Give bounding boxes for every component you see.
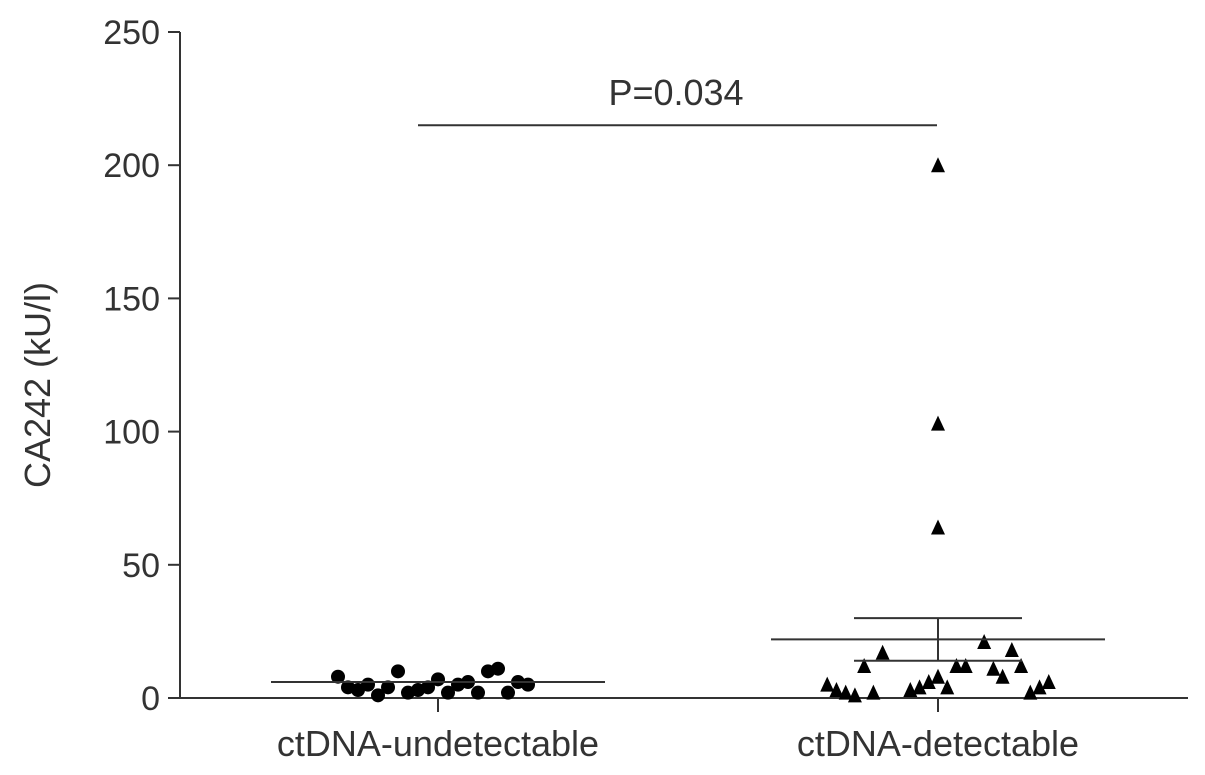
data-point-triangle (931, 157, 945, 173)
summary-bars (271, 617, 1105, 684)
y-tick-label: 50 (122, 547, 160, 585)
data-point-circle (491, 661, 505, 676)
data-point-triangle (931, 415, 945, 431)
data-point-triangle (940, 679, 955, 695)
data-point-triangle (829, 682, 844, 698)
data-point-triangle (1014, 658, 1029, 674)
data-point-triangle (857, 658, 872, 674)
y-ticks: 0 50 100 150 200 250 (103, 14, 180, 718)
data-point-triangle (1032, 679, 1047, 695)
x-category-label: ctDNA-detectable (797, 723, 1079, 764)
data-point-circle (341, 680, 355, 695)
axes (179, 32, 1188, 699)
data-point-triangle (912, 679, 927, 695)
data-point-circle (441, 685, 455, 700)
data-point-triangle (986, 660, 1001, 676)
y-tick-label: 250 (103, 14, 160, 52)
data-point-triangle (1041, 674, 1056, 690)
data-point-triangle (931, 668, 945, 684)
data-point-circle (331, 669, 345, 684)
data-point-triangle (866, 684, 881, 700)
data-point-circle (471, 685, 485, 700)
data-point-triangle (1023, 684, 1038, 700)
data-point-circle (391, 664, 405, 679)
data-point-triangle (820, 676, 835, 692)
x-category-label: ctDNA-undetectable (277, 723, 599, 764)
y-axis-title: CA242 (kU/l) (17, 282, 58, 488)
annotations: P=0.034 (418, 72, 937, 127)
data-point-triangle (949, 658, 964, 674)
data-point-triangle (958, 658, 973, 674)
data-point-triangle (1004, 642, 1019, 658)
data-point-circle (371, 688, 385, 703)
data-points (331, 157, 1056, 703)
y-tick-label: 150 (103, 280, 160, 318)
p-value-label: P=0.034 (608, 72, 743, 113)
data-point-circle (501, 685, 515, 700)
data-point-triangle (977, 634, 992, 650)
category-labels: ctDNA-undetectable ctDNA-detectable (277, 698, 1079, 764)
y-tick-label: 100 (103, 414, 160, 452)
y-tick-label: 200 (103, 147, 160, 185)
data-point-circle (401, 685, 415, 700)
data-point-triangle (875, 644, 890, 660)
data-point-triangle (921, 674, 936, 690)
y-tick-label: 0 (141, 680, 160, 718)
data-point-circle (381, 680, 395, 695)
data-point-circle (521, 677, 535, 692)
data-point-triangle (931, 519, 945, 535)
data-point-triangle (995, 668, 1010, 684)
data-point-triangle (903, 682, 918, 698)
